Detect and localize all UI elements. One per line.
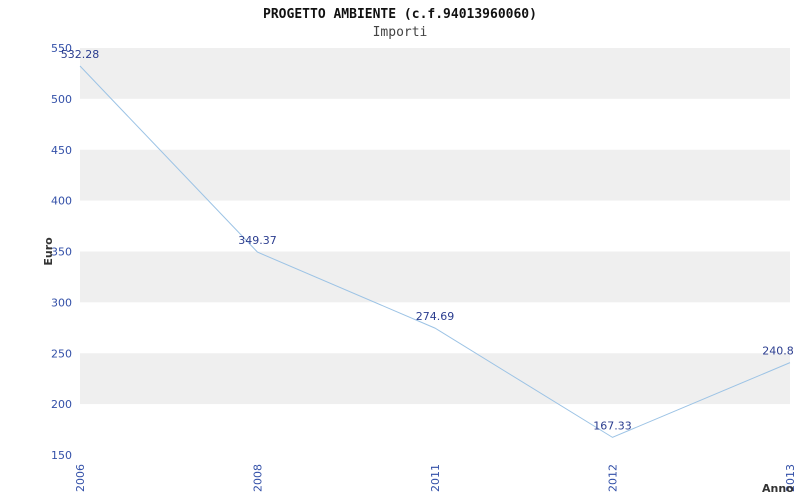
plot-band <box>80 353 790 405</box>
y-tick-label: 200 <box>51 398 72 411</box>
x-tick-label: 2006 <box>74 464 87 492</box>
y-tick-label: 550 <box>51 42 72 55</box>
point-value-label: 349.37 <box>238 234 277 247</box>
y-axis-label: Euro <box>42 237 55 266</box>
point-value-label: 274.69 <box>416 310 455 323</box>
y-tick-label: 350 <box>51 246 72 259</box>
x-tick-label: 2013 <box>784 464 797 492</box>
plot-band <box>80 200 790 252</box>
point-value-label: 240.8 <box>762 345 794 358</box>
chart-title: PROGETTO AMBIENTE (c.f.94013960060) <box>263 7 537 22</box>
plot-band <box>80 149 790 201</box>
y-tick-label: 450 <box>51 144 72 157</box>
point-value-label: 167.33 <box>593 419 632 432</box>
y-tick-label: 250 <box>51 347 72 360</box>
y-tick-label: 150 <box>51 449 72 462</box>
x-tick-label: 2011 <box>429 464 442 492</box>
chart-subtitle: Importi <box>372 25 428 40</box>
x-tick-label: 2008 <box>252 464 265 492</box>
plot-band <box>80 251 790 303</box>
data-line <box>79 65 791 438</box>
x-axis-label: Anno <box>762 482 794 495</box>
point-value-label: 532.28 <box>61 48 100 61</box>
plot-band <box>80 404 790 455</box>
plot-band <box>80 48 790 99</box>
x-tick-label: 2012 <box>607 464 620 492</box>
y-tick-label: 300 <box>51 296 72 309</box>
plot-band <box>80 98 790 150</box>
y-tick-label: 500 <box>51 93 72 106</box>
y-tick-label: 400 <box>51 195 72 208</box>
